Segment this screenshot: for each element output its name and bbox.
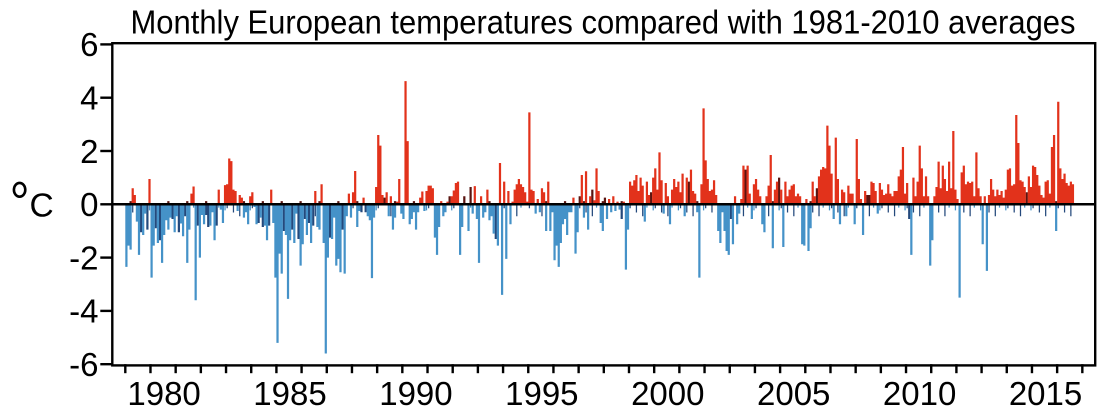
svg-text:1995: 1995 — [505, 375, 578, 412]
svg-text:4: 4 — [80, 80, 98, 117]
svg-text:6: 6 — [80, 26, 98, 63]
svg-text:2010: 2010 — [883, 375, 956, 412]
svg-text:2: 2 — [80, 133, 98, 170]
svg-text:1980: 1980 — [127, 375, 200, 412]
svg-text:1990: 1990 — [379, 375, 452, 412]
svg-text:2015: 2015 — [1009, 375, 1082, 412]
svg-text:Monthly European temperatures: Monthly European temperatures compared w… — [131, 5, 1076, 42]
svg-text:-2: -2 — [69, 239, 98, 276]
svg-text:-4: -4 — [69, 293, 98, 330]
svg-text:1985: 1985 — [253, 375, 326, 412]
svg-text:C: C — [30, 188, 54, 225]
svg-text:2000: 2000 — [631, 375, 704, 412]
svg-text:2005: 2005 — [757, 375, 830, 412]
svg-text:0: 0 — [80, 186, 98, 223]
svg-text:-6: -6 — [69, 346, 98, 383]
